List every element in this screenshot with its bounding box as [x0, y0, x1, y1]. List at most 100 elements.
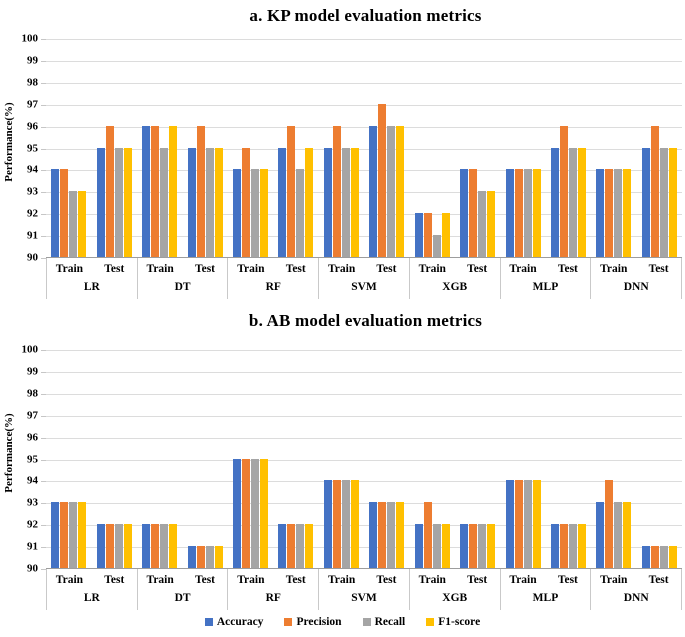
bar-precision — [378, 103, 387, 257]
y-tick-label: 90 — [27, 251, 38, 264]
model-group-lr — [46, 350, 137, 568]
bar-precision — [151, 125, 160, 257]
bar-precision — [105, 524, 114, 568]
plot-wrap: Train Test LR Train Test DT Train Test RF Train Te… — [46, 39, 683, 299]
bar-recall — [478, 524, 487, 568]
y-tick-mark — [41, 547, 46, 549]
bar-accuracy — [414, 524, 423, 568]
bar-precision — [241, 147, 250, 257]
y-tick-label: 93 — [27, 185, 38, 198]
bar-recall — [160, 524, 169, 568]
gridline — [46, 170, 682, 172]
bar-precision — [650, 546, 659, 568]
subgroup-train — [319, 350, 364, 568]
bar-precision — [650, 125, 659, 257]
bar-f1-score — [668, 147, 677, 257]
bar-recall — [568, 524, 577, 568]
bar-f1-score — [214, 546, 223, 568]
bar-recall — [205, 546, 214, 568]
bar-precision — [241, 458, 250, 568]
group-label: DNN — [623, 592, 649, 604]
legend-label: Recall — [374, 616, 406, 628]
subgroup-test — [637, 39, 682, 257]
bar-accuracy — [460, 169, 469, 257]
subgroup-test — [546, 350, 591, 568]
y-tick-mark — [41, 393, 46, 395]
subgroup-label-row: Train Test — [138, 569, 228, 590]
bar-recall — [432, 235, 441, 257]
y-tick-label: 90 — [27, 562, 38, 575]
y-tick-mark — [41, 60, 46, 62]
group-label: DT — [174, 281, 191, 293]
y-tick-mark — [41, 236, 46, 238]
bar-f1-score — [623, 502, 632, 568]
subgroup-label: Train — [146, 263, 174, 275]
model-group-svm — [319, 350, 410, 568]
plot-area — [46, 350, 682, 569]
y-tick-mark — [41, 148, 46, 150]
legend-label: Precision — [296, 616, 342, 628]
bar-precision — [151, 524, 160, 568]
gridline — [46, 82, 682, 84]
bar-accuracy — [232, 169, 241, 257]
y-tick-mark — [41, 82, 46, 84]
bar-accuracy — [187, 546, 196, 568]
bar-recall — [659, 546, 668, 568]
group-cell-dnn: Train Test DNN — [590, 258, 683, 299]
bar-accuracy — [142, 524, 151, 568]
bar-accuracy — [96, 524, 105, 568]
bar-recall — [160, 147, 169, 257]
bar-accuracy — [596, 502, 605, 568]
model-group-xgb — [409, 39, 500, 257]
chart-canvas-ab: Performance(%) 90 91 92 93 94 95 96 97 98 99 100 Tra… — [0, 344, 685, 610]
bar-recall — [387, 502, 396, 568]
group-cell-dt: Train Test DT — [136, 258, 228, 299]
subgroup-label: Train — [55, 574, 84, 586]
subgroup-train — [591, 350, 636, 568]
y-tick-label: 100 — [21, 32, 39, 45]
subgroup-test — [637, 350, 682, 568]
bar-accuracy — [278, 524, 287, 568]
subgroup-label: Test — [376, 574, 397, 586]
group-cell-mlp: Train Test MLP — [499, 569, 591, 610]
chart-title-kp: a. KP model evaluation metrics — [249, 6, 482, 25]
y-tick-label: 97 — [27, 98, 38, 111]
subgroup-label-row: Train Test — [319, 258, 409, 279]
bar-accuracy — [460, 524, 469, 568]
y-axis-title-text: Performance(%) — [2, 413, 15, 493]
y-tick-mark — [41, 415, 46, 417]
bar-recall — [114, 147, 123, 257]
legend-label: Accuracy — [216, 616, 264, 628]
legend-label: F1-score — [438, 616, 481, 628]
subgroup-test — [546, 39, 591, 257]
bar-accuracy — [369, 502, 378, 568]
subgroup-test — [91, 39, 136, 257]
gridline — [46, 503, 682, 505]
group-cell-dnn: Train Test DNN — [590, 569, 683, 610]
chart-section-ab: b. AB model evaluation metrics Performan… — [0, 309, 685, 610]
y-tick-mark — [41, 214, 46, 216]
bar-f1-score — [305, 524, 314, 568]
bar-f1-score — [441, 213, 450, 257]
bar-accuracy — [323, 147, 332, 257]
y-tick-label: 94 — [27, 474, 38, 487]
subgroup-train — [409, 39, 454, 257]
subgroup-label: Test — [285, 263, 306, 275]
subgroup-label-row: Train Test — [501, 258, 591, 279]
y-axis: 90 91 92 93 94 95 96 97 98 99 100 — [17, 33, 46, 299]
subgroup-train — [137, 39, 182, 257]
x-axis-labels: Train Test LR Train Test DT Train Test RF Train Te… — [46, 569, 683, 610]
subgroup-test — [364, 350, 409, 568]
bar-recall — [341, 480, 350, 568]
group-label: RF — [265, 281, 281, 293]
y-tick-label: 92 — [27, 518, 38, 531]
subgroup-train — [409, 350, 454, 568]
bar-accuracy — [51, 169, 60, 257]
bar-recall — [523, 169, 532, 257]
bar-f1-score — [214, 147, 223, 257]
chart-canvas-kp: Performance(%) 90 91 92 93 94 95 96 97 98 99 100 Tra… — [0, 33, 685, 299]
subgroup-train — [137, 350, 182, 568]
bar-recall — [296, 524, 305, 568]
subgroup-train — [500, 39, 545, 257]
bar-accuracy — [51, 502, 60, 568]
